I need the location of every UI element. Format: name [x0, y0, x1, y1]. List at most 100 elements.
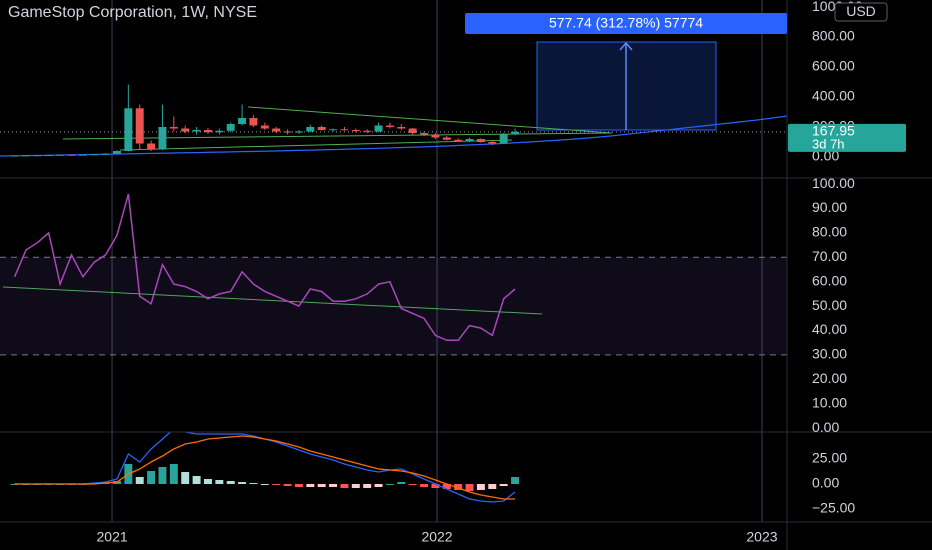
candle-body	[306, 127, 315, 132]
candle-body	[203, 130, 212, 133]
candle-body	[169, 127, 178, 129]
candle-body	[22, 155, 30, 157]
histogram-bar	[226, 481, 235, 484]
macd-line	[14, 435, 515, 500]
y-tick-label: 800.00	[812, 28, 855, 44]
candle-body	[33, 155, 42, 157]
histogram-bar	[158, 467, 167, 484]
y-tick-label: 0.00	[812, 419, 839, 435]
y-tick-label: 90.00	[812, 199, 847, 215]
histogram-bar	[511, 477, 520, 484]
candle-body	[476, 139, 485, 143]
candle-body	[385, 125, 394, 128]
pane	[10, 432, 520, 503]
y-tick-label: 30.00	[812, 346, 847, 362]
measure-label: 577.74 (312.78%) 57774	[549, 15, 703, 31]
candle-body	[272, 128, 281, 132]
axis-labels: 0.00200.00400.00600.00800.001000.00167.9…	[97, 0, 906, 545]
trend-line	[247, 106, 613, 134]
pane	[0, 84, 787, 157]
histogram-bar	[488, 484, 497, 489]
rsi-band	[0, 257, 787, 355]
x-tick-label: 2021	[97, 529, 128, 545]
candle-body	[442, 137, 451, 140]
y-tick-label: 60.00	[812, 272, 847, 288]
y-tick-label: −25.00	[812, 500, 855, 516]
countdown-label: 3d 7h	[812, 136, 845, 151]
candle-body	[90, 154, 99, 156]
candle-body	[101, 153, 110, 155]
histogram-bar	[294, 484, 303, 487]
candle-body	[124, 108, 133, 152]
rsi-line	[13, 193, 516, 342]
candle-body	[135, 108, 144, 144]
candle-body	[260, 125, 269, 129]
candle-body	[363, 130, 372, 132]
y-tick-label: 100.00	[812, 175, 855, 191]
histogram-bar	[408, 484, 417, 485]
y-tick-label: 10.00	[812, 394, 847, 410]
trend-line	[62, 132, 613, 140]
histogram-bar	[317, 484, 326, 487]
candle-body	[181, 128, 190, 132]
candle-body	[397, 127, 406, 129]
histogram-bar	[431, 484, 440, 488]
grid	[111, 0, 763, 522]
candle-body	[56, 154, 65, 156]
candle-body	[465, 139, 474, 142]
rsi-trend-line	[2, 286, 543, 315]
currency-label[interactable]: USD	[846, 3, 876, 19]
histogram-bar	[465, 484, 474, 491]
measure-arrow-head	[619, 41, 633, 51]
candle-body	[454, 139, 463, 142]
pane	[0, 193, 787, 356]
macd-line	[14, 432, 516, 503]
histogram-bar	[203, 479, 212, 484]
candle-body	[238, 118, 247, 125]
currency-button[interactable]	[834, 2, 888, 22]
x-tick-label: 2022	[421, 529, 452, 545]
histogram-bar	[420, 484, 429, 487]
chart-title: GameStop Corporation, 1W, NYSE	[8, 4, 257, 21]
candle-body	[420, 133, 429, 135]
trend-line	[119, 139, 513, 151]
candle-body	[499, 134, 508, 144]
candle-body	[10, 155, 19, 157]
histogram-bar	[135, 477, 144, 484]
candle-body	[374, 125, 383, 132]
candle-body	[78, 154, 87, 156]
y-tick-label: 40.00	[812, 321, 847, 337]
histogram-bar	[340, 484, 349, 488]
candle-body	[329, 129, 338, 131]
histogram-bar	[215, 480, 224, 484]
histogram-bar	[272, 484, 281, 485]
histogram-bar	[283, 484, 292, 486]
histogram-bar	[442, 484, 451, 489]
candle-body	[67, 154, 76, 156]
measure-label-box	[465, 13, 787, 34]
candle-body	[44, 155, 53, 157]
y-tick-label: 25.00	[812, 450, 847, 466]
histogram-bar	[385, 484, 394, 485]
histogram-bar	[499, 484, 508, 486]
candle-body	[351, 130, 360, 132]
candle-body	[283, 131, 292, 133]
histogram-bar	[192, 476, 201, 484]
histogram-bar	[260, 484, 269, 485]
candle-body	[215, 130, 224, 133]
y-tick-label: 80.00	[812, 224, 847, 240]
histogram-bar	[329, 484, 338, 487]
histogram-bar	[306, 484, 315, 487]
y-tick-label: 0.00	[812, 475, 839, 491]
candle-body	[408, 128, 417, 134]
y-tick-label: 400.00	[812, 88, 855, 104]
candle-body	[147, 143, 156, 150]
y-tick-label: 50.00	[812, 297, 847, 313]
moving-average	[0, 115, 788, 157]
histogram-bar	[363, 484, 372, 488]
histogram-bar	[147, 471, 156, 484]
histogram-bar	[181, 472, 190, 484]
marks	[0, 84, 787, 503]
candle-body	[488, 142, 497, 144]
